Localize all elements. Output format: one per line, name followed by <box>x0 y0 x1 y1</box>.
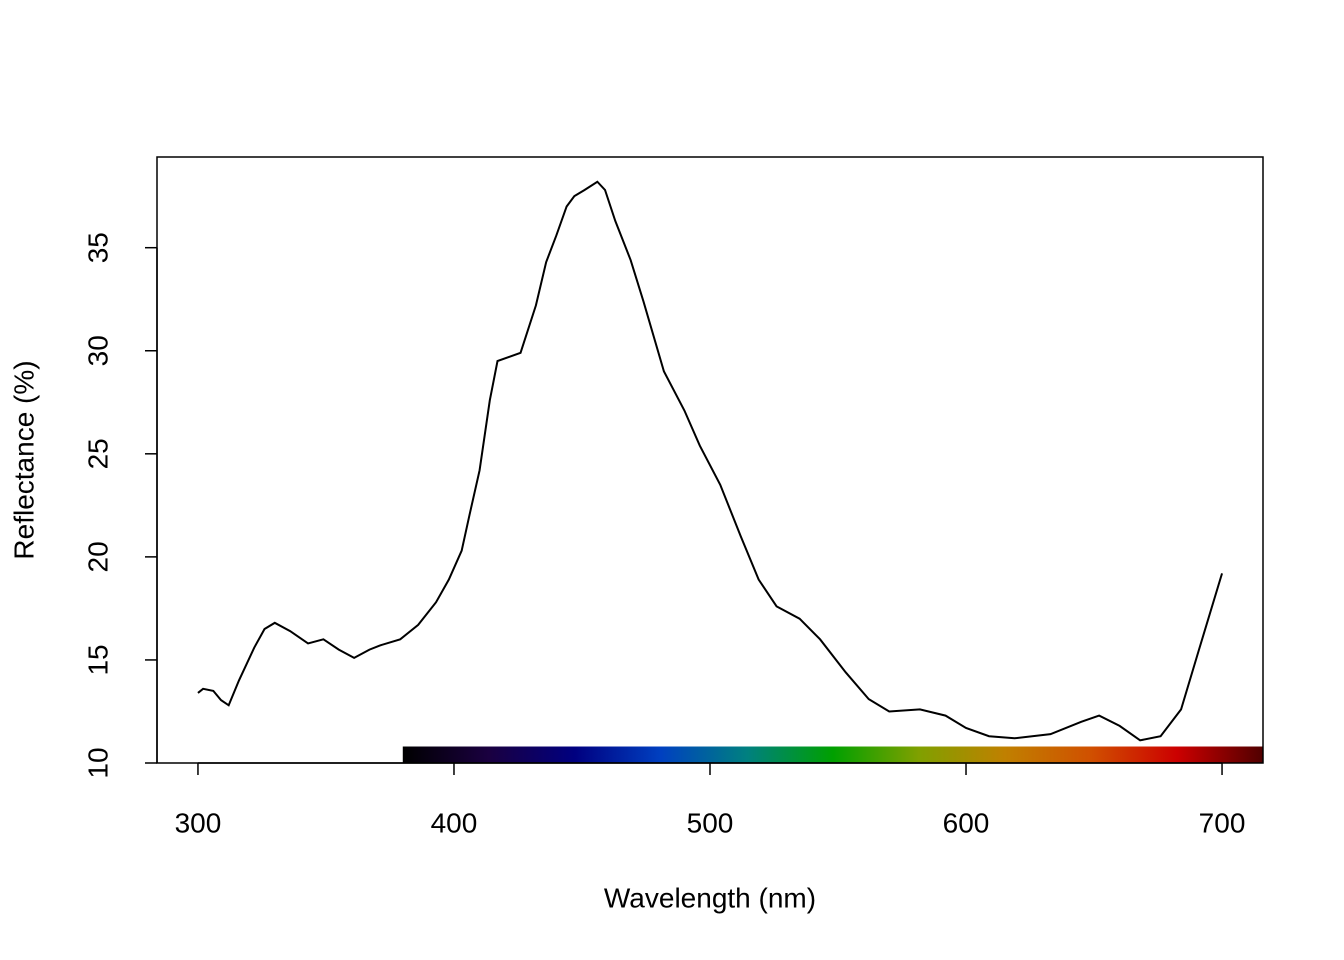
y-tick-label: 15 <box>82 644 113 675</box>
plot-frame <box>156 156 1264 764</box>
y-tick-label: 25 <box>82 438 113 469</box>
x-tick-label: 400 <box>431 807 478 838</box>
data-line <box>197 180 1223 742</box>
x-axis-label: Wavelength (nm) <box>604 882 816 913</box>
x-tick-label: 600 <box>943 807 990 838</box>
x-tick-label: 300 <box>175 807 222 838</box>
y-tick-label: 35 <box>82 232 113 263</box>
spectrum-bar <box>402 746 1263 763</box>
y-axis-label: Reflectance (%) <box>8 360 39 559</box>
y-tick-label: 30 <box>82 335 113 366</box>
y-tick-label: 10 <box>82 747 113 778</box>
x-tick-label: 500 <box>687 807 734 838</box>
x-tick-label: 700 <box>1199 807 1246 838</box>
y-tick-label: 20 <box>82 541 113 572</box>
